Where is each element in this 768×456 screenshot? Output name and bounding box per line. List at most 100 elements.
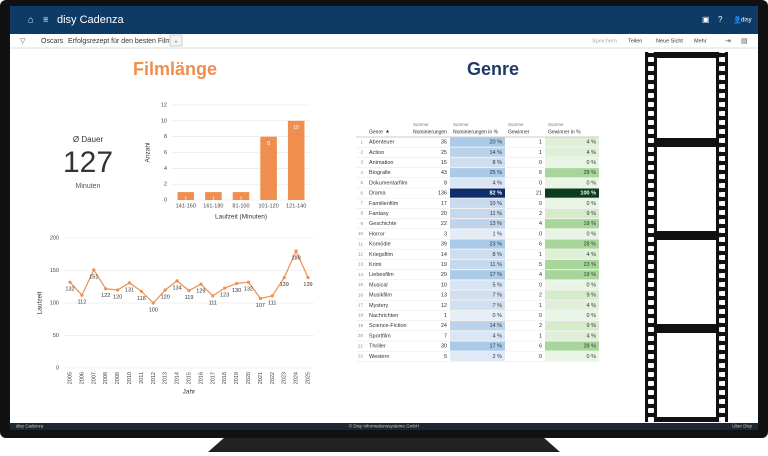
cell: 4 % [587,150,597,156]
cell: 23 % [489,242,502,248]
row-number: 7 [360,200,363,205]
user-name[interactable]: disy [741,18,752,24]
kpi-unit: Minuten [76,183,101,190]
point [306,276,310,280]
cell: 0 % [587,313,597,319]
cell: 1 [539,333,542,339]
point-label: 122 [101,293,110,299]
filter-icon[interactable]: ▽ [20,38,26,45]
action-share[interactable]: Teilen [628,38,642,44]
cell: 0 % [587,282,597,288]
kpi-value: 127 [63,146,113,179]
row-number: 12 [358,251,364,256]
heat-cell [545,239,599,249]
cell: Thriller [369,344,386,350]
column-header-top: Summe [453,122,469,127]
heat-cell [545,137,599,147]
layout-icon[interactable]: ▤ [741,38,748,45]
cell: 0 [539,160,542,166]
point [270,294,274,298]
heat-cell [450,137,505,147]
heat-cell [545,259,599,270]
heat-cell [450,300,505,310]
heat-cell [545,290,599,300]
cell: 0 % [587,354,597,360]
workspace-icon[interactable]: ▣ [702,15,710,24]
cell: 8 [444,180,447,186]
point [127,281,132,285]
row-number: 9 [360,221,363,226]
cell: Drama [369,191,386,197]
footer-center: © Disy Informationssysteme GmbH [349,423,419,429]
app-name: disy Cadenza [57,14,125,26]
point [163,288,167,292]
cell: 9 % [587,323,597,329]
x-axis-label: Jahr [183,389,196,396]
point-label: 111 [209,300,217,306]
row-number: 22 [358,353,364,358]
point-label: 132 [244,287,253,293]
row-number: 20 [358,333,364,338]
heat-cell [545,208,599,219]
home-icon[interactable]: ⌂ [28,14,33,24]
y-axis-label: Laufzeit [37,291,44,314]
cell: 0 % [587,180,597,186]
point-label: 130 [232,288,241,294]
cell: 0 [539,201,542,207]
cell: 6 [539,170,542,176]
export-icon[interactable]: ⇥ [725,38,731,45]
cell: 20 [441,211,447,217]
user-icon[interactable]: 👤 [733,15,742,24]
heat-cell [545,178,599,188]
heat-cell [545,168,599,178]
cell: 25 [441,150,447,156]
help-icon[interactable]: ? [718,15,723,24]
action-save[interactable]: Speichern [592,38,617,44]
cell: 19 % [583,272,596,278]
heat-cell [450,259,505,270]
bar [232,192,250,200]
point-label: 180 [292,255,301,261]
view-dropdown[interactable] [169,34,183,47]
action-new-view[interactable]: Neue Sicht [656,38,683,44]
cell: Liebesfilm [369,272,394,278]
film-holes [648,52,654,422]
point [68,280,72,284]
cell: 136 [438,191,447,197]
action-more[interactable]: Mehr [694,38,707,44]
point-label: 129 [196,289,205,295]
cell: 0 [539,180,542,186]
cell: 43 [441,170,447,176]
heat-cell [450,208,505,219]
heat-cell [450,310,505,321]
y-tick-label: 4 [164,166,167,172]
heat-cell [450,351,505,361]
point-label: 112 [78,300,87,306]
breadcrumb[interactable]: Oscars [41,38,64,45]
heat-cell [450,188,505,198]
menu-icon[interactable]: ≡ [43,14,48,24]
cell: Science-Fiction [369,323,407,329]
heat-cell [545,331,599,341]
point-label: 123 [220,293,229,299]
heat-cell [545,310,599,321]
x-tick-label: 2015 [186,372,192,384]
cell: 0 % [587,231,597,237]
cell: 0 % [587,201,597,207]
bar [177,192,195,200]
cell: 2 [539,211,542,217]
point [223,286,227,290]
footer-right[interactable]: Über Disy [732,423,753,429]
row-number: 15 [358,282,364,287]
film-holes [719,52,725,422]
cell: 5 [539,262,542,268]
sort-icon[interactable]: ▲ [385,128,390,134]
cell: 5 [444,354,447,360]
view-name: Erfolgsrezept für den besten Film [68,38,171,45]
cell: 14 % [489,323,502,329]
kpi-label: Ø Dauer [73,135,104,144]
section-title: Filmlänge [133,59,217,79]
heat-cell [450,239,505,249]
x-tick-label: 2022 [270,372,276,384]
y-tick-label: 8 [164,134,167,140]
